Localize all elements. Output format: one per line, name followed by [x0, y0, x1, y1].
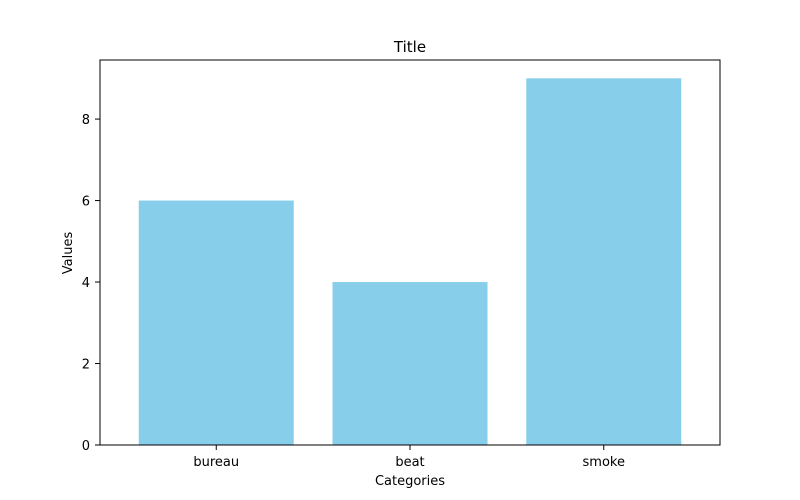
x-tick-label: bureau	[193, 455, 239, 470]
y-tick-label: 8	[82, 113, 90, 128]
x-axis-label: Categories	[375, 474, 445, 489]
bar-bureau	[138, 200, 294, 445]
chart-title: Title	[393, 38, 426, 56]
bar-beat	[332, 282, 488, 445]
x-axis-ticks: bureau beat smoke	[193, 445, 625, 470]
x-tick-label: beat	[395, 455, 424, 470]
y-axis-label: Values	[61, 232, 76, 275]
y-tick-label: 0	[82, 439, 90, 454]
bars-layer	[138, 78, 682, 445]
y-tick-label: 6	[82, 195, 90, 210]
bar-smoke	[526, 78, 682, 445]
y-tick-label: 4	[82, 276, 90, 291]
y-axis-ticks: 0 2 4 6 8	[82, 113, 100, 454]
x-tick-label: smoke	[583, 455, 625, 470]
y-tick-label: 2	[82, 358, 90, 373]
